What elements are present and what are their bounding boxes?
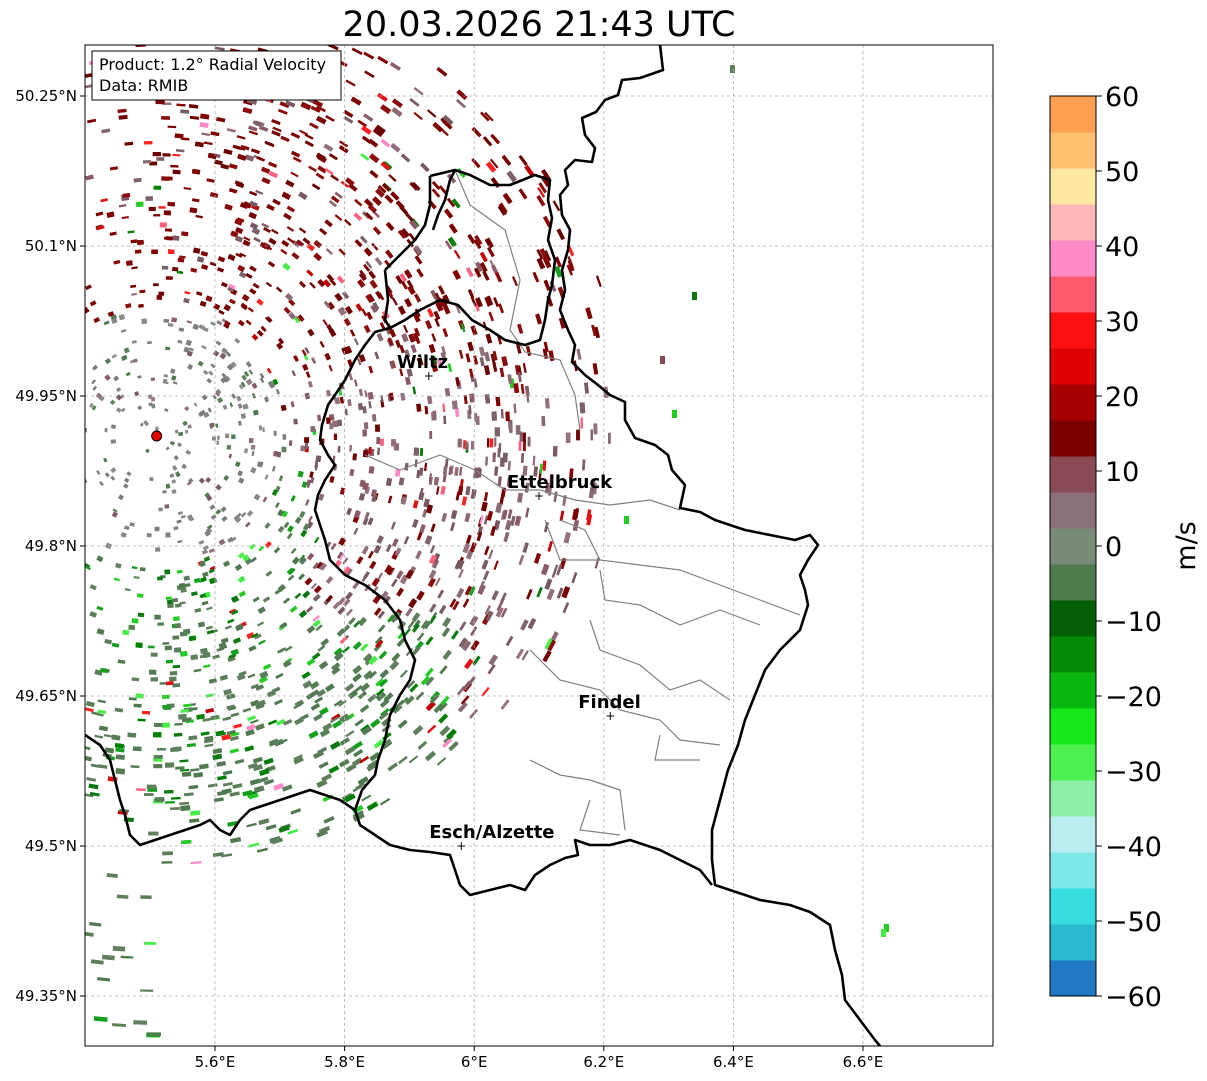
svg-text:+: +	[605, 709, 615, 723]
city-findel: +Findel	[578, 692, 641, 723]
colorbar-band	[1050, 96, 1096, 133]
velocity-echoes	[85, 45, 889, 1038]
canton-boundaries	[364, 169, 801, 836]
lon-tick-label: 5.8°E	[324, 1053, 365, 1071]
svg-text:+: +	[456, 839, 466, 853]
city-wiltz: +Wiltz	[397, 352, 448, 383]
colorbar-band	[1050, 240, 1096, 277]
city-ettelbruck: +Ettelbruck	[507, 472, 613, 503]
colorbar-tick-label: 10	[1105, 457, 1139, 488]
info-box: Product: 1.2° Radial Velocity Data: RMIB	[91, 50, 342, 101]
colorbar-band	[1050, 420, 1096, 457]
colorbar-band	[1050, 312, 1096, 349]
colorbar-tick-label: 50	[1105, 157, 1139, 188]
city-esch-alzette: +Esch/Alzette	[429, 822, 554, 853]
colorbar-band	[1050, 528, 1096, 565]
colorbar-tick-label: 30	[1105, 307, 1139, 338]
colorbar-band	[1050, 924, 1096, 961]
colorbar-band	[1050, 780, 1096, 817]
colorbar-band	[1050, 672, 1096, 709]
colorbar-tick-label: −10	[1105, 607, 1162, 638]
colorbar-band	[1050, 132, 1096, 169]
lon-tick-label: 6°E	[461, 1053, 488, 1071]
colorbar-tick-label: 20	[1105, 382, 1139, 413]
colorbar-band	[1050, 816, 1096, 853]
colorbar-band	[1050, 204, 1096, 241]
colorbar-band	[1050, 492, 1096, 529]
country-borders	[85, 45, 881, 1046]
colorbar-tick-label: 40	[1105, 232, 1139, 263]
colorbar: 60 50 40 30 20 10 0 −10 −20 −30 −40 −50 −60 m/s	[1049, 82, 1202, 1013]
svg-text:+: +	[424, 369, 434, 383]
lat-tick-label: 49.8°N	[25, 537, 77, 555]
lat-tick-label: 50.25°N	[15, 87, 77, 105]
city-label: Wiltz	[397, 352, 448, 373]
svg-text:+: +	[534, 489, 544, 503]
colorbar-band	[1050, 348, 1096, 385]
lat-tick-label: 49.65°N	[15, 687, 77, 705]
colorbar-tick-label: −40	[1105, 832, 1162, 863]
colorbar-band	[1050, 960, 1096, 997]
lon-tick-label: 5.6°E	[195, 1053, 236, 1071]
lat-tick-label: 49.95°N	[15, 387, 77, 405]
axis-ticks: 5.6°E 5.8°E 6°E 6.2°E 6.4°E 6.6°E 50.25°N 50.1°…	[15, 87, 883, 1071]
colorbar-band	[1050, 600, 1096, 637]
lat-tick-label: 49.5°N	[25, 837, 77, 855]
city-label: Esch/Alzette	[429, 822, 554, 843]
city-label: Findel	[578, 692, 641, 713]
colorbar-band	[1050, 744, 1096, 781]
colorbar-tick-label: −20	[1105, 682, 1162, 713]
colorbar-band	[1050, 708, 1096, 745]
colorbar-band	[1050, 564, 1096, 601]
map-title: 20.03.2026 21:43 UTC	[342, 5, 736, 45]
colorbar-band	[1050, 168, 1096, 205]
plot-area	[85, 45, 993, 1046]
data-source-label: Data: RMIB	[99, 76, 188, 95]
lat-tick-label: 50.1°N	[25, 237, 77, 255]
city-label: Ettelbruck	[507, 472, 613, 493]
lon-tick-label: 6.6°E	[843, 1053, 884, 1071]
colorbar-band	[1050, 852, 1096, 889]
colorbar-tick-label: 0	[1105, 532, 1122, 563]
lon-tick-label: 6.4°E	[713, 1053, 754, 1071]
city-layer: +Wiltz+Ettelbruck+Findel+Esch/Alzette	[397, 352, 641, 853]
colorbar-tick-label: 60	[1105, 82, 1139, 113]
colorbar-tick-label: −30	[1105, 757, 1162, 788]
product-label: Product: 1.2° Radial Velocity	[99, 55, 326, 74]
colorbar-band	[1050, 384, 1096, 421]
colorbar-unit-label: m/s	[1171, 521, 1202, 570]
colorbar-tick-label: −60	[1105, 982, 1162, 1013]
lon-tick-label: 6.2°E	[583, 1053, 624, 1071]
colorbar-band	[1050, 888, 1096, 925]
colorbar-band	[1050, 636, 1096, 673]
colorbar-band	[1050, 456, 1096, 493]
lat-tick-label: 49.35°N	[15, 987, 77, 1005]
radar-site-marker	[151, 430, 163, 442]
colorbar-band	[1050, 276, 1096, 313]
colorbar-tick-label: −50	[1105, 907, 1162, 938]
